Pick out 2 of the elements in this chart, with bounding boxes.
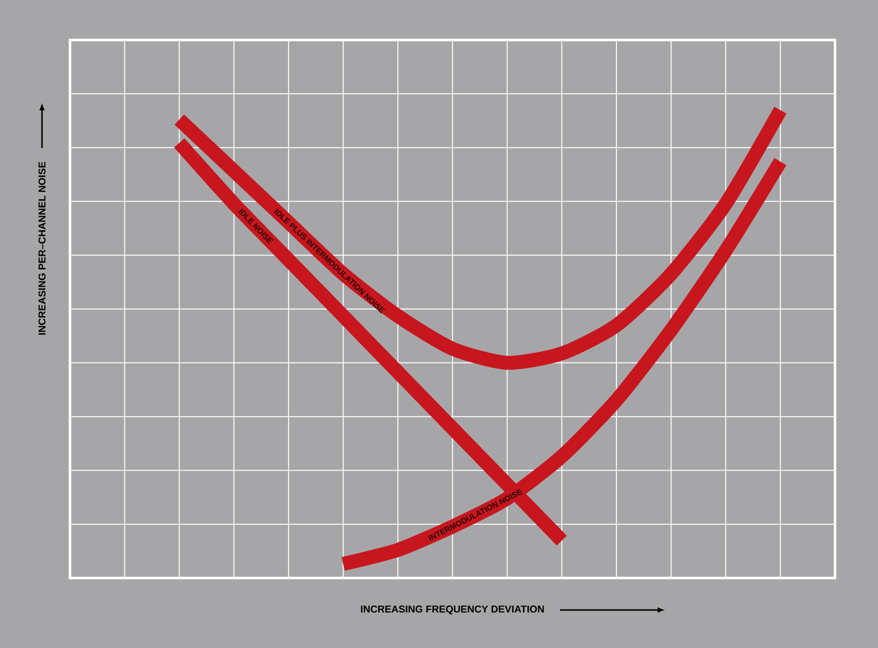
y-axis-title: INCREASING PER–CHANNEL NOISE (38, 162, 46, 335)
x-axis-title: INCREASING FREQUENCY DEVIATION (361, 606, 544, 614)
